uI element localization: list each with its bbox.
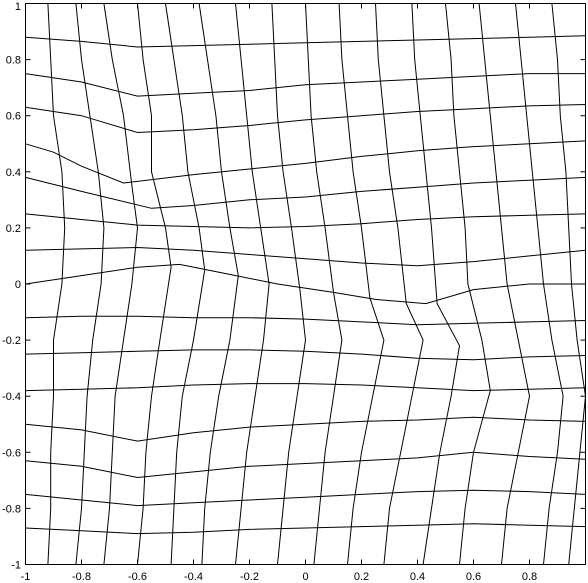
x-tick-label: -0.8 [72,571,91,583]
mesh-column-line [338,3,385,565]
y-tick-label: 0.6 [6,111,21,123]
mesh-lines [25,3,587,565]
x-tick-label: 0.8 [522,571,537,583]
y-tick-label: 1 [15,1,21,13]
x-tick-label: 0.4 [410,571,425,583]
y-tick-label: 0.8 [6,55,21,67]
y-tick-labels: 1 0.8 0.6 0.4 0.2 0 -0.2 -0.4 -0.6 -0.8 -1 [2,1,21,572]
mesh-row-line [25,73,586,97]
mesh-column-line [305,3,343,565]
x-tick-label: 0 [302,571,308,583]
y-tick-label: -0.2 [2,335,21,347]
mesh-column-line [75,3,105,565]
mesh-column-line [47,3,66,565]
mesh-column-line [445,3,491,565]
mesh-column-line [515,3,564,565]
x-tick-label: -0.6 [128,571,147,583]
x-tick-label: 0.6 [466,571,481,583]
mesh-row-line [25,35,586,48]
mesh-column-line [198,3,239,565]
x-tick-label: -0.2 [240,571,259,583]
y-tick-label: -1 [11,560,21,572]
mesh-row-line [25,213,586,229]
mesh-column-line [271,3,307,565]
mesh-row-line [25,140,586,184]
x-tick-label: -0.4 [184,571,203,583]
mesh-row-line [25,104,586,134]
x-tick-label: -1 [21,571,31,583]
mesh-row-line [25,176,586,209]
y-tick-label: 0.2 [6,223,21,235]
mesh-row-line [25,416,586,442]
mesh-column-line [411,3,461,565]
y-tick-label: 0 [15,279,21,291]
mesh-column-line [551,3,587,565]
x-tick-labels: -1 -0.8 -0.6 -0.4 -0.2 0 0.2 0.4 0.6 0.8 [21,571,538,583]
mesh-row-line [25,523,586,535]
y-tick-label: -0.4 [2,391,21,403]
mesh-row-line [25,451,586,479]
mesh-row-line [25,349,586,361]
mesh-row-line [25,315,586,326]
axes-frame [25,3,586,565]
mesh-row-line [25,383,586,392]
mesh-row-line [25,489,586,507]
mesh-column-line [478,3,531,565]
mesh-row-line [25,263,586,305]
mesh-column-line [137,3,172,565]
x-tick-label: 0.2 [354,571,369,583]
y-tick-label: 0.4 [6,167,21,179]
tick-marks [25,3,586,565]
y-tick-label: -0.8 [2,503,21,515]
mesh-row-line [25,246,586,267]
mesh-column-line [235,3,270,565]
mesh-column-line [375,3,424,565]
mesh-column-line [103,3,139,565]
y-tick-label: -0.6 [2,447,21,459]
mesh-column-line [165,3,206,565]
